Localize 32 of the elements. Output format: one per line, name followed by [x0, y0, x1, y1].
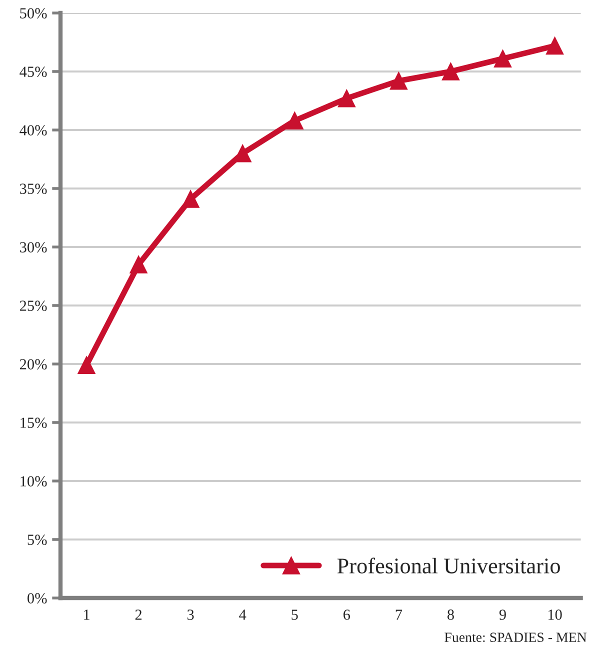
y-tick-label: 50%	[20, 8, 47, 18]
point	[390, 72, 408, 90]
point	[182, 190, 200, 208]
point	[442, 62, 460, 80]
x-tick-label: 3	[187, 610, 194, 620]
x-tick-label: 6	[344, 610, 350, 620]
y-tick-label: 10%	[20, 476, 47, 486]
y-tick-label: 20%	[20, 359, 47, 370]
source-note: Fuente: SPADIES - MEN	[444, 632, 587, 642]
x-tick-label: 9	[499, 610, 506, 620]
y-tick-label: 5%	[28, 534, 47, 545]
x-tick-label: 8	[447, 610, 454, 620]
x-tick-label: 10	[548, 610, 562, 620]
y-tick-label: 35%	[20, 184, 47, 194]
x-tick-label: 2	[135, 610, 142, 620]
point	[546, 36, 564, 55]
y-tick-label: 0%	[28, 593, 47, 604]
x-tick-label: 7	[396, 610, 402, 620]
x-tick-label: 1	[84, 610, 90, 620]
x-tick-label: 4	[239, 610, 246, 620]
y-tick-label: 15%	[20, 418, 47, 428]
point	[130, 256, 148, 274]
y-tick-label: 30%	[20, 242, 47, 252]
y-tick-label: 40%	[20, 125, 47, 136]
point	[338, 90, 356, 108]
point	[286, 112, 304, 130]
y-tick-label: 45%	[20, 66, 47, 77]
legend-label: Profesional Universitario	[337, 558, 560, 574]
y-tick-label: 25%	[20, 300, 47, 311]
point	[78, 356, 96, 374]
point	[494, 50, 512, 68]
x-tick-label: 5	[292, 610, 298, 620]
